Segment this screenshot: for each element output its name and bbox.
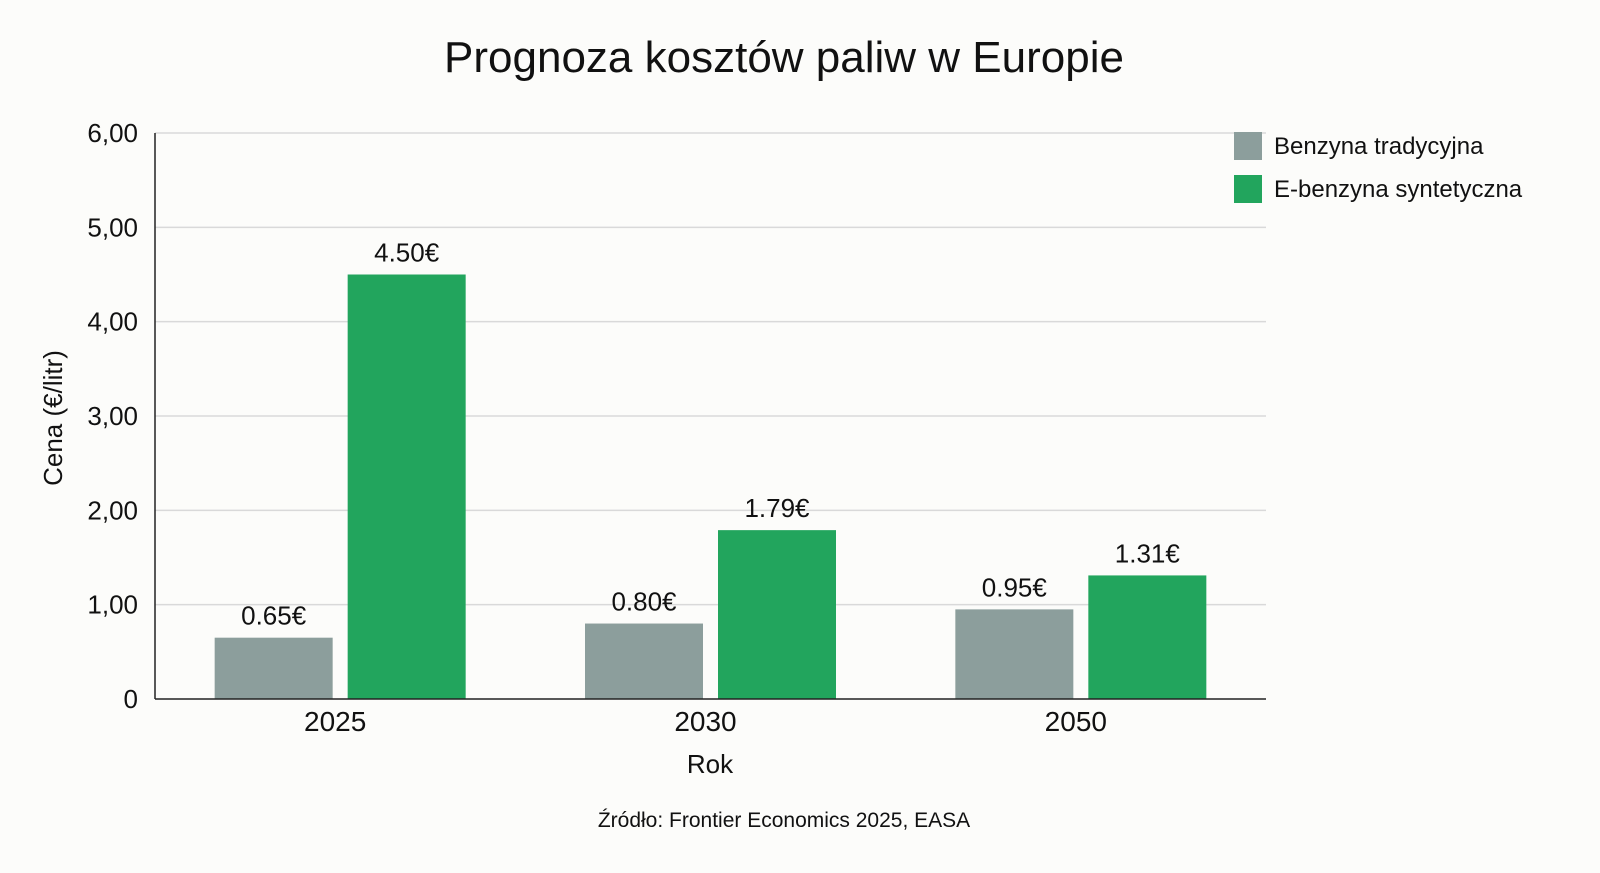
data-label: 4.50€ (374, 238, 440, 268)
y-tick-label: 1,00 (87, 590, 138, 620)
data-label: 0.95€ (982, 572, 1048, 602)
bars (214, 274, 1207, 699)
bar-benzyna-tradycyjna-2030 (585, 623, 703, 699)
data-label: 0.80€ (611, 587, 677, 617)
legend: Benzyna tradycyjna E-benzyna syntetyczna (1234, 132, 1523, 203)
chart-title: Prognoza kosztów paliw w Europie (444, 33, 1124, 82)
legend-label: Benzyna tradycyjna (1274, 133, 1484, 160)
data-label: 1.31€ (1115, 538, 1181, 568)
x-axis-ticks: 2025 2030 2050 (304, 706, 1107, 737)
source-note: Źródło: Frontier Economics 2025, EASA (598, 809, 970, 832)
y-axis-title: Cena (€/litr) (38, 350, 68, 486)
y-tick-label: 5,00 (87, 212, 138, 242)
bar-benzyna-tradycyjna-2025 (214, 637, 333, 699)
gridlines (155, 132, 1266, 606)
axes (154, 133, 1266, 700)
y-tick-label: 6,00 (87, 118, 138, 148)
x-tick-label: 2025 (304, 706, 366, 737)
x-tick-label: 2050 (1045, 706, 1107, 737)
legend-swatch (1234, 175, 1262, 203)
y-tick-label: 0 (124, 684, 138, 714)
data-label: 1.79€ (744, 493, 810, 523)
bar-benzyna-tradycyjna-2050 (955, 609, 1074, 699)
y-tick-label: 2,00 (87, 495, 138, 525)
data-label: 0.65€ (241, 601, 307, 631)
x-axis-title: Rok (687, 749, 734, 779)
x-tick-label: 2030 (674, 706, 736, 737)
y-tick-label: 4,00 (87, 307, 138, 337)
bar-e-benzyna-syntetyczna-2025 (347, 274, 466, 699)
bar-e-benzyna-syntetyczna-2050 (1088, 575, 1207, 699)
y-axis-ticks: 0 1,00 2,00 3,00 4,00 5,00 6,00 (87, 118, 138, 714)
bar-e-benzyna-syntetyczna-2030 (718, 530, 836, 699)
legend-swatch (1234, 132, 1262, 160)
legend-label: E-benzyna syntetyczna (1274, 176, 1523, 203)
data-labels: 0.65€ 4.50€ 0.80€ 1.79€ 0.95€ 1.31€ (241, 238, 1180, 631)
y-tick-label: 3,00 (87, 401, 138, 431)
